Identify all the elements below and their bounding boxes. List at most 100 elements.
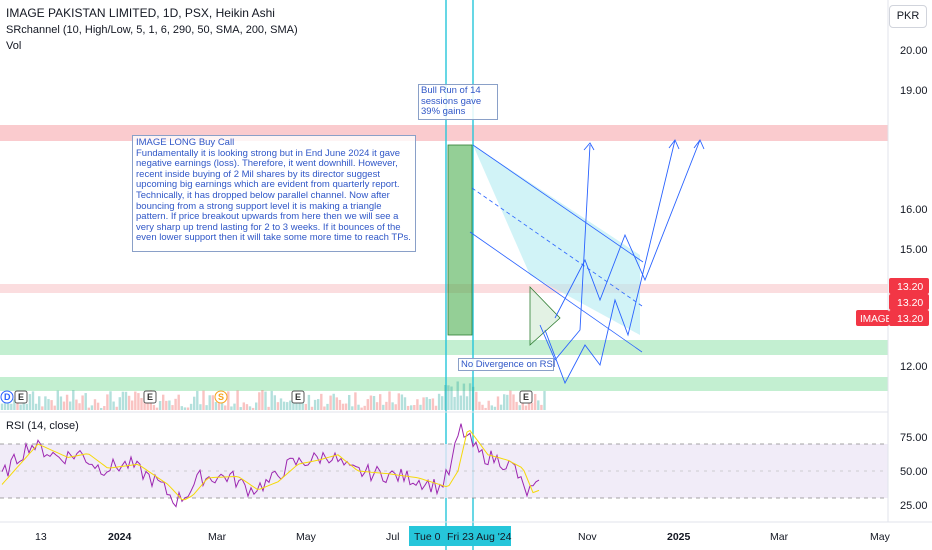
volume-bar: [338, 399, 342, 410]
volume-bar: [475, 391, 478, 410]
volume-bar: [261, 390, 264, 410]
volume-bar: [292, 398, 295, 410]
volume-bar: [348, 394, 351, 410]
volume-bar: [208, 395, 211, 410]
indicator-legend[interactable]: SRchannel (10, High/Low, 5, 1, 6, 290, 5…: [6, 24, 298, 36]
volume-bar: [56, 390, 59, 410]
volume-bar: [140, 398, 143, 410]
earnings-marker[interactable]: [14, 390, 28, 404]
volume-bar: [230, 406, 233, 410]
volume-bar: [344, 403, 348, 410]
symbol-title[interactable]: IMAGE PAKISTAN LIMITED, 1D, PSX, Heikin …: [6, 6, 275, 20]
volume-bar: [165, 400, 168, 410]
earnings-marker-label: E: [523, 392, 529, 402]
volume-bar: [385, 401, 388, 410]
volume-bar: [379, 394, 382, 410]
volume-bar: [512, 394, 515, 410]
volume-bar: [472, 386, 475, 410]
volume-bar: [22, 402, 25, 410]
rsi-divergence-note[interactable]: No Divergence on RSI: [458, 358, 556, 371]
volume-bar: [391, 402, 394, 410]
volume-bar: [87, 407, 90, 410]
volume-bar: [515, 401, 518, 410]
volume-bar: [214, 401, 218, 410]
volume-bar: [227, 391, 230, 410]
rsi-axis: 75.00 50.00 25.00: [900, 432, 928, 512]
earnings-marker[interactable]: [143, 390, 157, 404]
symbol-tag: [856, 310, 889, 326]
volume-bar: [459, 395, 462, 410]
volume-bar: [233, 403, 236, 410]
volume-bar: [462, 383, 466, 410]
volume-bar: [34, 403, 38, 410]
volume-bar: [422, 397, 425, 410]
volume-bar: [255, 402, 258, 410]
rsi-tick: 25.00: [900, 500, 928, 512]
volume-bar: [72, 390, 75, 410]
volume-bar: [527, 400, 531, 410]
volume-bar: [481, 404, 484, 410]
volume-bar: [537, 400, 540, 410]
bull-run-note[interactable]: Bull Run of 14 sessions gave 39% gains: [418, 84, 498, 120]
volume-bar: [10, 403, 13, 410]
dividend-marker[interactable]: [0, 390, 14, 404]
volume-bar: [96, 402, 100, 410]
volume-bar: [431, 398, 435, 410]
analysis-note[interactable]: IMAGE LONG Buy Call Fundamentally it is …: [132, 135, 416, 252]
volume-bar: [453, 396, 456, 410]
volume-bar: [270, 390, 273, 410]
volume-bar: [162, 394, 165, 410]
volume-bar: [310, 406, 314, 410]
volume-bar: [50, 400, 53, 410]
volume-bar: [487, 400, 490, 410]
channel-upper: [472, 144, 644, 263]
volume-bar: [152, 404, 156, 410]
volume-bar: [38, 396, 41, 410]
volume-legend[interactable]: Vol: [6, 40, 22, 52]
split-marker[interactable]: [214, 390, 228, 404]
event-markers[interactable]: D E E S E E: [0, 390, 533, 404]
volume-bar: [93, 399, 97, 410]
volume-bar: [202, 390, 205, 410]
channel-lower: [469, 231, 643, 353]
volume-bar: [465, 396, 469, 410]
volume-bar: [372, 396, 376, 410]
volume-bar: [0, 403, 4, 410]
volume-bar: [410, 405, 413, 410]
price-tick: 12.00: [900, 361, 928, 373]
volume-bar: [394, 404, 397, 410]
time-axis[interactable]: 13 2024 Mar May Jul Nov 2025 Mar May: [35, 531, 891, 543]
volume-bar: [196, 390, 199, 410]
volume-bar: [224, 405, 227, 410]
volume-bar: [112, 401, 115, 410]
volume-bar: [155, 407, 159, 410]
currency-button[interactable]: PKR: [889, 5, 927, 28]
volume-bar: [180, 406, 183, 410]
earnings-marker-label: E: [147, 392, 153, 402]
volume-bar: [31, 391, 35, 410]
price-tag: [889, 294, 929, 310]
volume-bar: [332, 393, 335, 410]
volume-bar: [307, 394, 311, 410]
rsi-legend[interactable]: RSI (14, close): [6, 420, 79, 432]
volume-bar: [186, 407, 190, 410]
earnings-marker[interactable]: [519, 390, 533, 404]
rsi-tick: 50.00: [900, 466, 928, 478]
bull-run-box: [447, 144, 473, 336]
volume-bar: [211, 395, 214, 410]
price-tick: 16.00: [900, 204, 928, 216]
volume-bar: [530, 402, 534, 410]
volume-bar: [282, 401, 286, 410]
volume-bar: [478, 401, 481, 410]
current-price-label: 13.20: [897, 313, 923, 325]
descending-channel: [473, 145, 640, 335]
volume-bar: [524, 405, 528, 410]
earnings-marker[interactable]: [291, 390, 305, 404]
volume-bar: [103, 406, 106, 410]
volume-bar: [53, 405, 56, 410]
volume-bar: [65, 394, 69, 410]
price-axis[interactable]: 20.00 19.00 16.00 15.00 12.00: [900, 45, 928, 373]
volume-bar: [360, 407, 363, 410]
dividend-marker-label: D: [4, 392, 11, 402]
